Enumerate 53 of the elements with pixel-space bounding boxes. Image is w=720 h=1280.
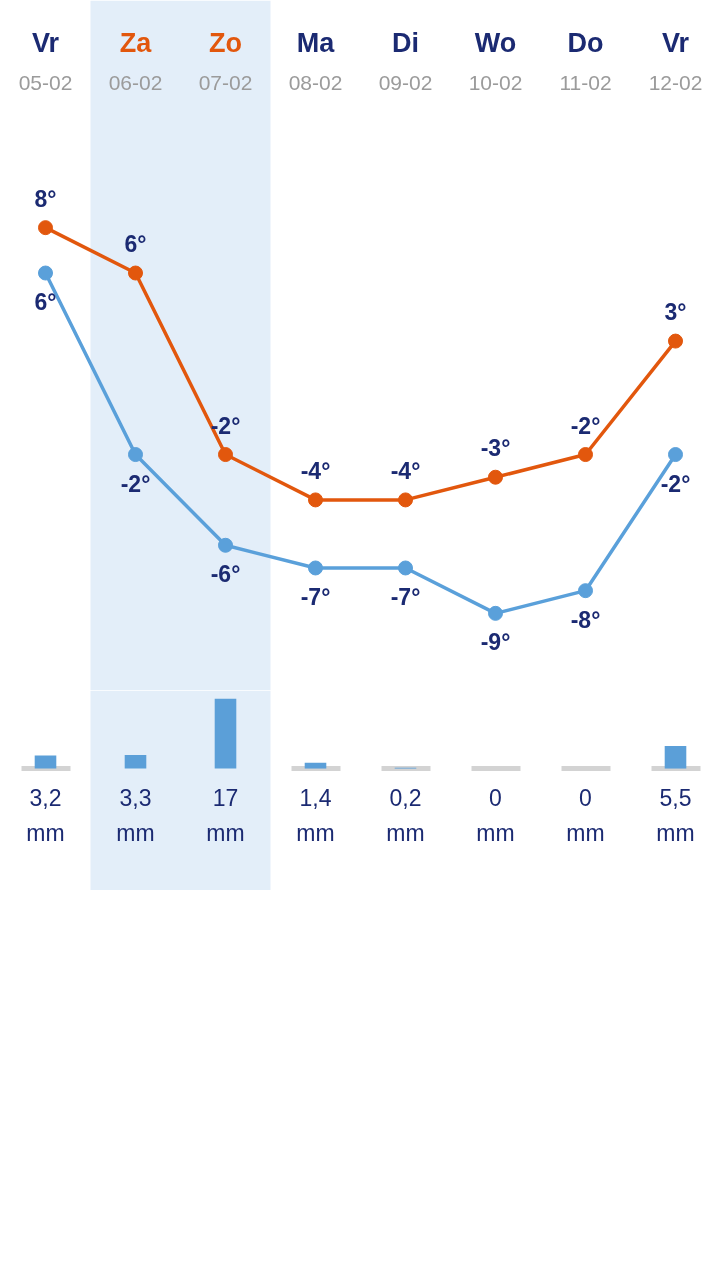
data-label: -4° xyxy=(390,457,421,484)
data-label: 0,2 mm xyxy=(386,784,425,846)
x-tick-label: Wo 10-02 xyxy=(468,27,523,94)
data-label: 6° xyxy=(124,231,147,258)
point xyxy=(578,447,593,463)
bar xyxy=(34,755,57,769)
x-tick-label: Za 06-02 xyxy=(108,27,163,94)
data-label: 17 mm xyxy=(206,784,245,846)
data-label: 6° xyxy=(34,289,57,316)
point xyxy=(668,333,683,349)
point xyxy=(488,469,503,485)
data-label: 3° xyxy=(664,299,687,326)
data-label: -2° xyxy=(570,412,601,439)
data-label: -2° xyxy=(210,412,241,439)
data-label: -8° xyxy=(570,606,601,633)
point xyxy=(578,583,593,599)
point xyxy=(308,492,323,508)
data-label: 3,3 mm xyxy=(116,784,155,846)
point xyxy=(38,220,53,236)
data-label: 8° xyxy=(34,185,57,212)
data-label: 5,5 mm xyxy=(656,784,695,846)
point xyxy=(218,537,233,553)
bar xyxy=(214,698,237,769)
point xyxy=(308,560,323,576)
data-label: -7° xyxy=(390,583,421,610)
data-label: 0 mm xyxy=(566,784,605,846)
x-tick-label: Di 09-02 xyxy=(378,27,433,94)
point xyxy=(128,265,143,281)
data-label: -2° xyxy=(660,470,691,497)
bar xyxy=(304,762,327,769)
point xyxy=(398,560,413,576)
point xyxy=(218,447,233,463)
x-tick-label: Vr 12-02 xyxy=(648,27,703,94)
point xyxy=(488,605,503,621)
data-label: -3° xyxy=(480,435,511,462)
data-label: 3,2 mm xyxy=(26,784,65,846)
bar xyxy=(664,746,687,769)
bar xyxy=(124,755,147,769)
data-label: -2° xyxy=(120,470,151,497)
data-label: -4° xyxy=(300,457,331,484)
point xyxy=(398,492,413,508)
x-tick-label: Do 11-02 xyxy=(559,27,612,94)
x-tick-label: Vr 05-02 xyxy=(18,27,73,94)
data-label: 1,4 mm xyxy=(296,784,335,846)
x-tick-label: Ma 08-02 xyxy=(288,27,343,94)
point xyxy=(668,447,683,463)
data-label: 0 mm xyxy=(476,784,515,846)
data-label: -6° xyxy=(210,561,241,588)
point xyxy=(38,265,53,281)
point xyxy=(128,447,143,463)
x-tick-label: Zo 07-02 xyxy=(198,27,253,94)
data-label: -7° xyxy=(300,583,331,610)
data-label: -9° xyxy=(480,629,511,656)
